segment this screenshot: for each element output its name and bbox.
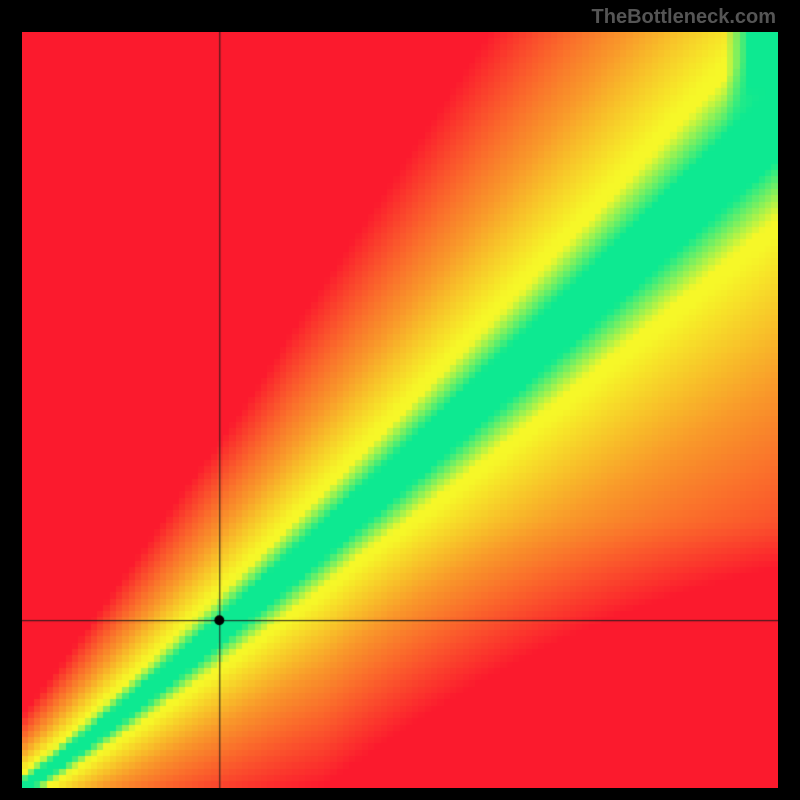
heatmap-chart <box>22 32 778 788</box>
watermark-text: TheBottleneck.com <box>592 6 776 29</box>
heatmap-canvas <box>22 32 778 788</box>
chart-container: TheBottleneck.com <box>0 0 800 800</box>
